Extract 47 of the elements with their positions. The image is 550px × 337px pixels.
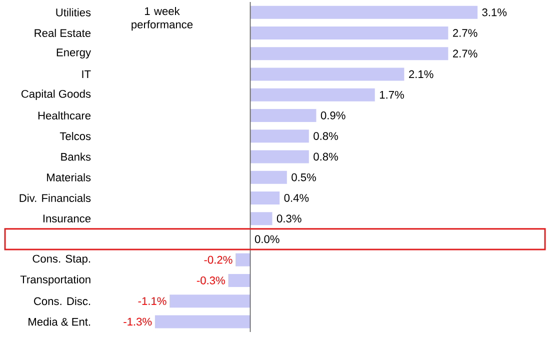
y-tick-label: IT [82, 70, 91, 78]
data-label: 2.7% [453, 50, 478, 58]
data-label: -1.3% [124, 318, 152, 326]
y-tick-label: Cons. Stap. [32, 254, 90, 265]
bar [250, 26, 448, 40]
y-tick-label: Banks [61, 152, 91, 161]
y-tick-label: Real Estate [34, 28, 91, 37]
data-label: 0.9% [320, 112, 346, 120]
data-label: 0.0% [254, 235, 280, 244]
bar [250, 170, 287, 184]
y-tick-label: Transportation [20, 275, 90, 286]
bar [170, 294, 250, 308]
data-label: 0.8% [314, 152, 338, 161]
data-label: 0.3% [276, 214, 302, 222]
bar [236, 253, 250, 266]
bar [250, 108, 316, 122]
data-label: -1.1% [138, 297, 166, 305]
data-label: 2.1% [409, 70, 434, 78]
y-tick-label: Cons. Disc. [34, 297, 90, 306]
data-label: 1.7% [380, 90, 404, 99]
bar [228, 274, 250, 287]
y-tick-label: Telcos [60, 132, 91, 140]
y-tick-label: Materials [47, 173, 91, 182]
bar [250, 212, 272, 226]
y-tick-label: Utilities [56, 8, 91, 16]
bar [250, 130, 309, 143]
bar [250, 150, 309, 164]
y-tick-label: Healthcare [38, 111, 91, 120]
data-label: 0.5% [292, 173, 316, 182]
bar [250, 191, 280, 204]
bar [154, 315, 250, 328]
y-tick-label: Insurance [43, 214, 91, 222]
data-label: -0.3% [196, 276, 225, 284]
y-tick-label: Energy [56, 48, 92, 59]
bar [250, 47, 448, 60]
y-tick-label: Div. Financials [20, 194, 91, 202]
annotation: 1 week performance [132, 6, 193, 31]
y-tick-label: Media & Ent. [28, 318, 90, 326]
data-label: 0.4% [284, 194, 309, 202]
bar [250, 6, 478, 19]
data-label: 2.7% [453, 29, 478, 37]
data-label: 0.8% [314, 132, 338, 140]
y-tick-label: Capital Goods [21, 90, 91, 100]
data-label: 3.1% [482, 8, 507, 16]
bar [250, 68, 404, 81]
data-label: -0.2% [204, 256, 232, 264]
bar [250, 88, 375, 102]
